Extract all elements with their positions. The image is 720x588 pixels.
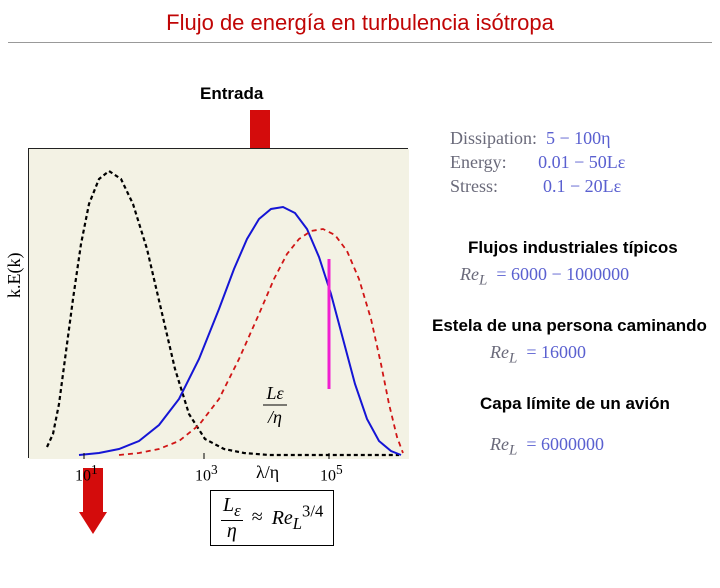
re-estela: ReL = 16000 (490, 342, 586, 368)
page-title: Flujo de energía en turbulencia isótropa (0, 0, 720, 42)
stage: Entrada Cascada Energía Esfuerzos Disipa… (0, 48, 720, 540)
re-industrial: ReL = 6000 − 1000000 (460, 264, 629, 290)
xtick-3: 105 (320, 462, 343, 485)
xtick-1: 101 (75, 462, 98, 485)
rline-dissipation: Dissipation: 5 − 100η (450, 128, 611, 149)
rhead-estela: Estela de una persona caminando (432, 316, 707, 336)
rline-stress: Stress: 0.1 − 20Lε (450, 176, 621, 197)
re-capa: ReL = 6000000 (490, 434, 604, 460)
chart-xlabel: λ/η (256, 462, 279, 483)
energy-spectrum-chart: Lε /η (28, 148, 408, 458)
title-divider (8, 42, 712, 43)
chart-ylabel: k.E(k) (4, 253, 25, 298)
formula-box: Lε η ≈ ReL3/4 (210, 490, 334, 546)
rhead-capa: Capa límite de un avión (480, 394, 670, 414)
svg-text:Lε: Lε (265, 383, 284, 403)
rhead-flujos: Flujos industriales típicos (468, 238, 678, 258)
svg-text:/η: /η (267, 407, 282, 427)
chart-svg: Lε /η (29, 149, 409, 459)
xtick-2: 103 (195, 462, 218, 485)
rline-energy: Energy: 0.01 − 50Lε (450, 152, 625, 173)
